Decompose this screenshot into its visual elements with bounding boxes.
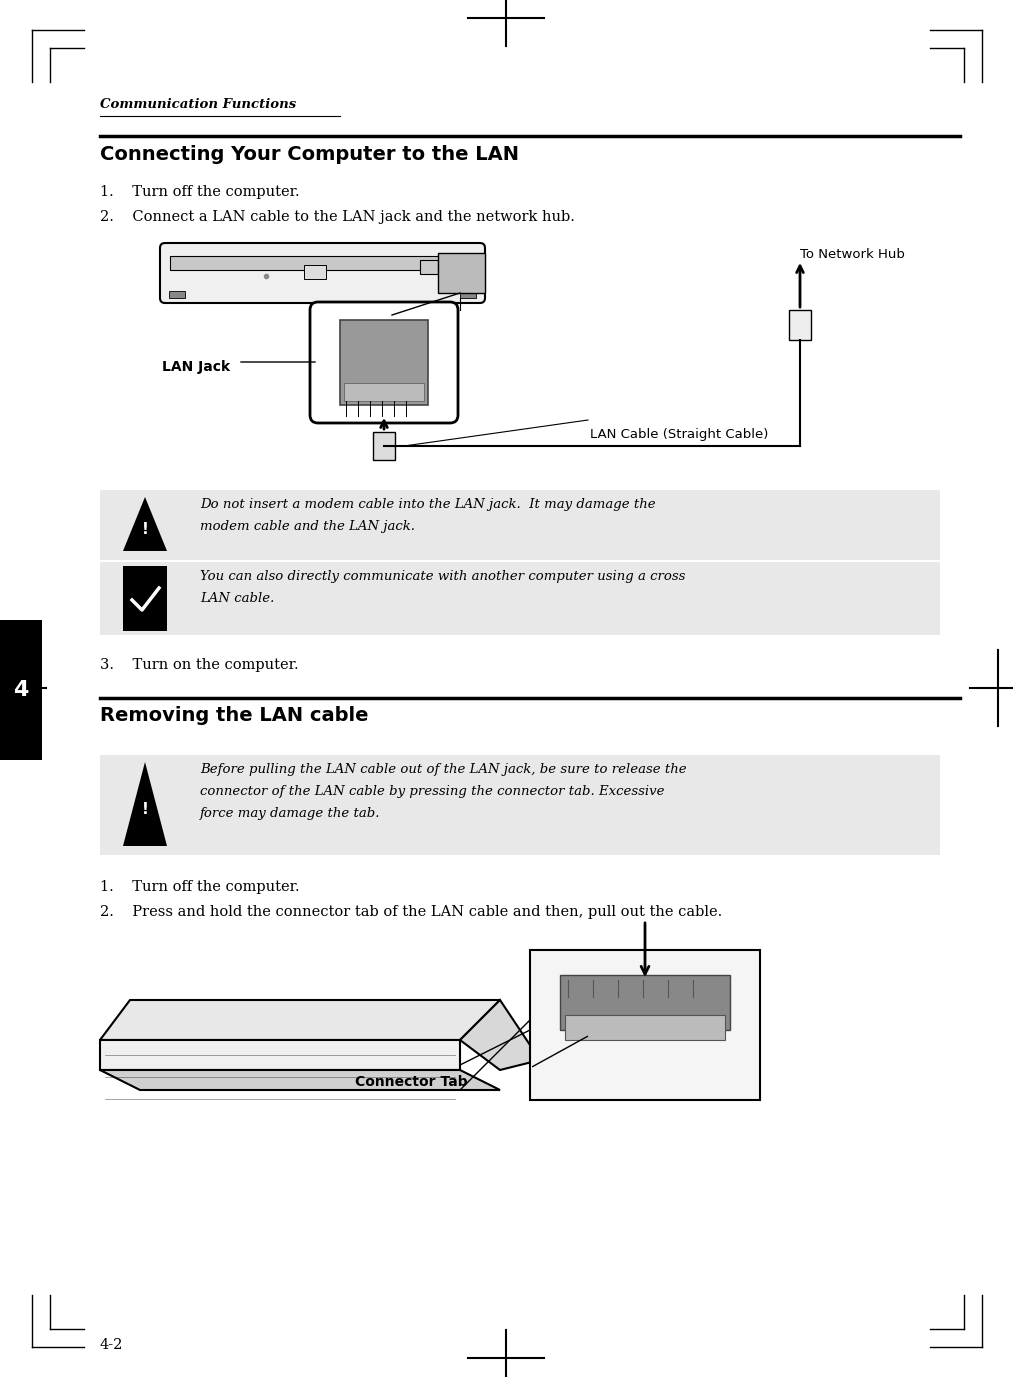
- Bar: [438, 253, 485, 293]
- Bar: [169, 291, 185, 297]
- Text: 3.    Turn on the computer.: 3. Turn on the computer.: [100, 658, 299, 672]
- Text: LAN cable.: LAN cable.: [200, 592, 275, 605]
- Text: LAN Cable (Straight Cable): LAN Cable (Straight Cable): [590, 428, 769, 441]
- Bar: [170, 256, 475, 270]
- FancyBboxPatch shape: [340, 319, 428, 405]
- Polygon shape: [100, 1070, 500, 1091]
- Text: To Network Hub: To Network Hub: [800, 248, 905, 262]
- Text: Communication Functions: Communication Functions: [100, 98, 296, 112]
- Bar: [100, 562, 940, 635]
- Polygon shape: [123, 497, 167, 551]
- Bar: [304, 264, 325, 280]
- Text: Connector Tab: Connector Tab: [355, 1075, 468, 1089]
- Text: Do not insert a modem cable into the LAN jack.  It may damage the: Do not insert a modem cable into the LAN…: [200, 498, 655, 511]
- Text: 1.    Turn off the computer.: 1. Turn off the computer.: [100, 185, 300, 200]
- Polygon shape: [100, 1040, 460, 1070]
- FancyBboxPatch shape: [310, 302, 458, 423]
- Bar: [565, 1015, 725, 1040]
- Text: connector of the LAN cable by pressing the connector tab. Excessive: connector of the LAN cable by pressing t…: [200, 785, 665, 799]
- Text: force may damage the tab.: force may damage the tab.: [200, 807, 381, 819]
- Text: 2.    Connect a LAN cable to the LAN jack and the network hub.: 2. Connect a LAN cable to the LAN jack a…: [100, 211, 574, 224]
- Text: 2.    Press and hold the connector tab of the LAN cable and then, pull out the c: 2. Press and hold the connector tab of t…: [100, 905, 722, 918]
- Text: !: !: [142, 801, 149, 817]
- Text: 4-2: 4-2: [100, 1338, 124, 1352]
- Text: Connecting Your Computer to the LAN: Connecting Your Computer to the LAN: [100, 145, 519, 164]
- Bar: [100, 755, 940, 855]
- Text: 1.    Turn off the computer.: 1. Turn off the computer.: [100, 880, 300, 894]
- Bar: [100, 490, 940, 560]
- Bar: [445, 260, 463, 274]
- Polygon shape: [100, 1000, 500, 1040]
- Text: modem cable and the LAN jack.: modem cable and the LAN jack.: [200, 521, 415, 533]
- Text: !: !: [142, 522, 149, 537]
- Bar: [789, 310, 811, 340]
- Bar: [123, 566, 167, 631]
- Text: Before pulling the LAN cable out of the LAN jack, be sure to release the: Before pulling the LAN cable out of the …: [200, 763, 687, 777]
- Text: 4: 4: [13, 680, 28, 700]
- Bar: [0, 620, 42, 760]
- Text: Removing the LAN cable: Removing the LAN cable: [100, 706, 369, 726]
- Text: You can also directly communicate with another computer using a cross: You can also directly communicate with a…: [200, 570, 686, 582]
- Text: LAN Jack: LAN Jack: [162, 359, 230, 375]
- Polygon shape: [123, 761, 167, 845]
- FancyBboxPatch shape: [530, 950, 760, 1100]
- Bar: [420, 260, 438, 274]
- Bar: [344, 383, 424, 401]
- Polygon shape: [460, 1000, 540, 1070]
- FancyBboxPatch shape: [160, 242, 485, 303]
- Bar: [460, 291, 476, 297]
- Bar: [560, 975, 730, 1030]
- Bar: [373, 432, 395, 460]
